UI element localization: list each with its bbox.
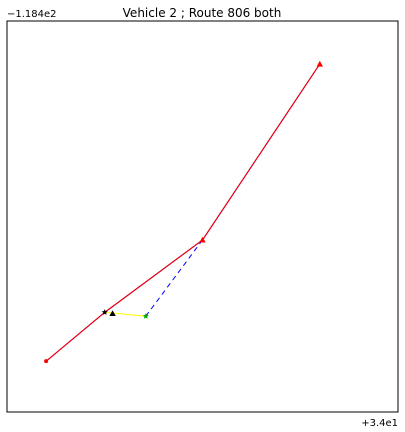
plot-area: [6, 20, 399, 413]
chart-title: Vehicle 2 ; Route 806 both: [123, 6, 282, 20]
series-line-3: [145, 239, 203, 317]
triangle-marker-1: [316, 60, 323, 67]
star-marker-4: [142, 313, 149, 319]
x-offset-label: +3.4e1: [361, 418, 398, 429]
triangle-marker-2: [199, 236, 206, 243]
y-offset-label: −1.184e2: [7, 9, 57, 20]
dot-marker-6: [44, 359, 49, 364]
marker-layer: [44, 60, 323, 364]
star-marker-5: [101, 309, 108, 315]
triangle-marker-3: [109, 310, 116, 317]
series-line-primary-overlay: [45, 63, 321, 362]
series-layer: [45, 63, 321, 362]
